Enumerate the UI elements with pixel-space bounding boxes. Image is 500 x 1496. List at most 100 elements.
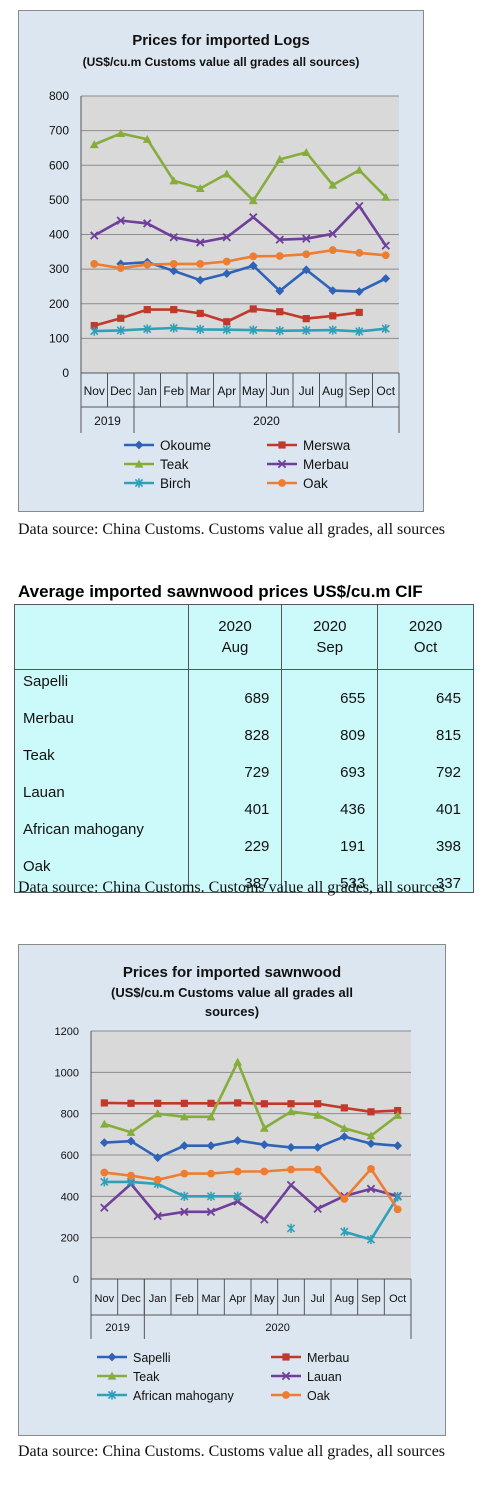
table-header-month: Oct <box>377 637 474 670</box>
sawnwood-data-point-lauan <box>180 1207 189 1217</box>
logs-data-point-merswa <box>355 308 363 317</box>
logs-data-point-teak <box>169 176 179 185</box>
logs-data-point-birch <box>143 324 152 334</box>
table-header-blank <box>14 637 189 670</box>
sawnwood-data-point-lauan <box>313 1204 322 1213</box>
sawnwood-legend-item-african-mahogany: African mahogany <box>97 1389 235 1403</box>
logs-data-point-birch <box>302 325 311 336</box>
logs-data-point-okoume <box>169 266 179 276</box>
sawnwood-data-point-lauan <box>366 1184 376 1194</box>
logs-data-point-merbau <box>143 219 152 228</box>
logs-data-point-oak <box>249 252 258 261</box>
sawnwood-y-tick-label: 1200 <box>55 1026 79 1038</box>
sawnwood-data-point-teak <box>206 1112 216 1121</box>
sawnwood-data-point-african-mahogany <box>180 1191 189 1201</box>
sawnwood-data-point-teak <box>393 1110 403 1119</box>
price-cell: 229 <box>187 818 283 855</box>
logs-data-point-merswa <box>276 308 284 316</box>
sawnwood-data-point-african-mahogany <box>100 1177 109 1187</box>
sawnwood-y-tick-label: 200 <box>61 1233 79 1245</box>
sawnwood-data-point-lauan <box>206 1207 216 1217</box>
logs-data-source: Data source: China Customs. Customs valu… <box>18 521 446 538</box>
logs-legend-label: Oak <box>303 476 328 491</box>
sawnwood-data-point-teak <box>126 1127 136 1136</box>
logs-series-okoume <box>116 257 391 297</box>
logs-data-point-birch <box>355 326 364 337</box>
logs-data-point-merswa <box>117 314 125 322</box>
logs-legend-item-oak: Oak <box>267 476 328 491</box>
sawnwood-legend-item-merbau: Merbau <box>271 1351 349 1365</box>
sawnwood-chart-title: Prices for imported sawnwood <box>123 964 341 981</box>
logs-data-point-oak <box>355 248 364 257</box>
sawnwood-data-point-oak <box>260 1167 269 1176</box>
sawnwood-x-tick-label: Jan <box>149 1293 167 1305</box>
sawnwood-data-point-oak <box>153 1175 162 1184</box>
sawnwood-data-point-merbau <box>314 1100 322 1108</box>
logs-data-point-merbau <box>90 231 99 240</box>
logs-data-point-teak <box>328 180 338 189</box>
logs-data-point-okoume <box>301 265 311 275</box>
sawnwood-data-point-teak <box>366 1131 376 1140</box>
logs-data-point-okoume <box>275 286 285 296</box>
sawnwood-legend-label: Lauan <box>307 1370 342 1384</box>
logs-data-point-birch <box>116 325 125 336</box>
logs-data-point-okoume <box>354 287 364 297</box>
logs-data-point-birch <box>275 326 284 336</box>
sawnwood-chart-subtitle-line2: sources) <box>205 1004 259 1019</box>
table-row: Merbau 828 809 815 <box>14 707 474 744</box>
logs-data-point-merbau <box>381 241 390 250</box>
logs-year-label: 2019 <box>94 414 121 428</box>
sawnwood-legend-item-oak: Oak <box>271 1389 331 1403</box>
price-cell: 401 <box>187 781 283 818</box>
logs-data-point-merswa <box>223 318 231 326</box>
sawnwood-data-point-sapelli <box>126 1136 136 1146</box>
logs-x-tick-label: Dec <box>110 384 131 398</box>
logs-x-tick-label: Jul <box>299 384 314 398</box>
logs-data-point-merbau <box>249 212 258 222</box>
sawnwood-data-point-merbau <box>260 1100 268 1108</box>
sawnwood-data-point-merbau <box>367 1108 375 1116</box>
logs-y-tick-label: 500 <box>49 193 69 207</box>
species-name: Sapelli <box>14 669 189 707</box>
sawnwood-data-point-oak <box>127 1171 135 1180</box>
price-cell: 828 <box>187 707 283 744</box>
sawnwood-x-tick-label: Jun <box>282 1293 300 1305</box>
sawnwood-data-point-sapelli <box>366 1139 376 1149</box>
logs-data-point-merswa <box>249 305 257 313</box>
price-cell: 398 <box>377 818 474 855</box>
sawnwood-legend-label: Oak <box>307 1389 331 1403</box>
sawnwood-data-point-merbau <box>154 1099 162 1107</box>
logs-data-point-oak <box>328 246 337 254</box>
sawnwood-chart-svg: Prices for imported sawnwood (US$/cu.m C… <box>55 964 412 1403</box>
logs-data-point-okoume <box>381 274 391 283</box>
sawnwood-data-point-lauan <box>260 1215 269 1224</box>
sawnwood-chart: Prices for imported sawnwood (US$/cu.m C… <box>18 944 446 1436</box>
sawnwood-data-point-sapelli <box>339 1132 349 1142</box>
sawnwood-legend-marker <box>107 1390 117 1400</box>
species-name: Oak <box>14 855 189 893</box>
logs-data-point-oak <box>90 260 99 268</box>
logs-data-point-merbau <box>355 201 364 211</box>
sawnwood-chart-subtitle-line1: (US$/cu.m Customs value all grades all <box>111 985 353 1000</box>
logs-data-point-merbau <box>116 216 125 225</box>
sawnwood-data-point-merbau <box>234 1099 242 1107</box>
sawnwood-data-point-oak <box>100 1168 109 1177</box>
sawnwood-legend-item-lauan: Lauan <box>271 1370 342 1384</box>
table-row: Teak 729 693 792 <box>14 744 474 781</box>
logs-data-point-birch <box>381 324 390 334</box>
logs-data-point-birch <box>196 324 205 334</box>
logs-x-tick-label: May <box>242 384 265 398</box>
table-row: Sapelli 689 655 645 <box>14 669 474 707</box>
logs-data-point-teak <box>248 196 258 205</box>
logs-series-line-oak <box>94 248 386 270</box>
logs-x-tick-label: Jan <box>138 384 157 398</box>
sawnwood-y-tick-label: 400 <box>61 1191 79 1203</box>
price-cell: 401 <box>377 781 474 818</box>
sawnwood-data-point-teak <box>179 1112 189 1121</box>
sawnwood-data-point-oak <box>207 1169 215 1178</box>
price-cell: 693 <box>281 744 379 781</box>
sawnwood-data-point-teak <box>153 1109 163 1118</box>
logs-x-tick-label: Feb <box>163 384 184 398</box>
logs-data-point-merswa <box>90 321 98 330</box>
sawnwood-y-tick-label: 1000 <box>55 1067 79 1079</box>
